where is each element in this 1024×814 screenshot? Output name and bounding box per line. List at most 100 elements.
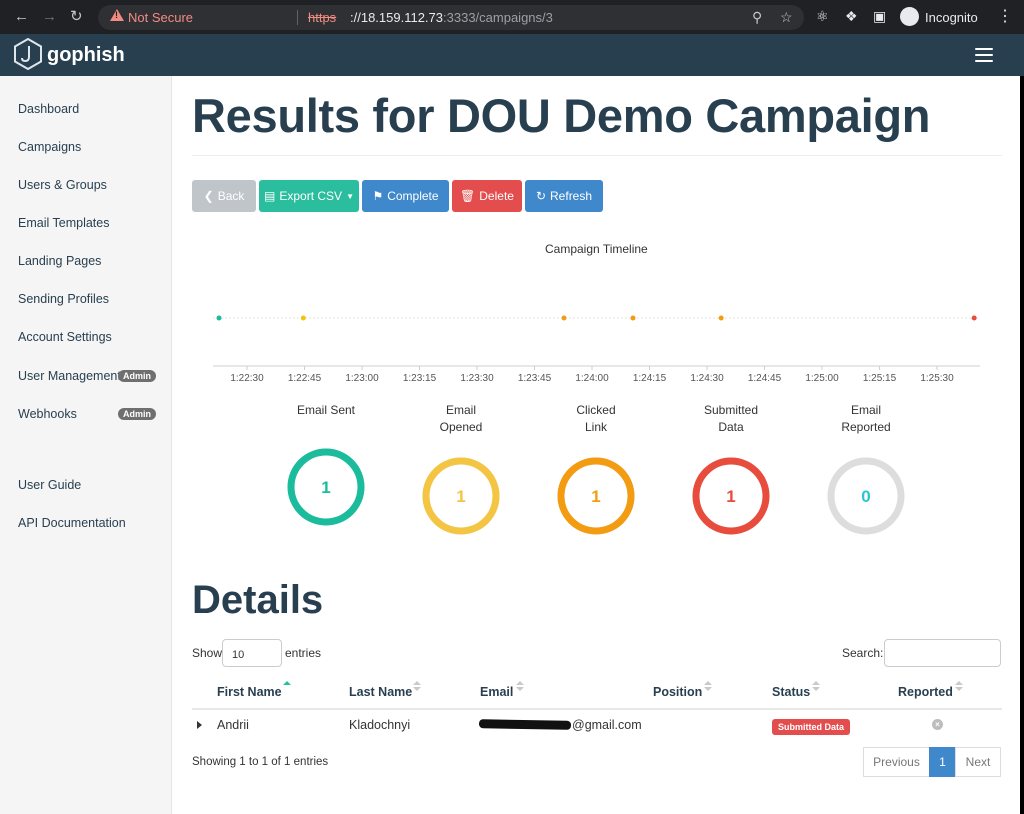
url-text: ://18.159.112.73:3333/campaigns/3 <box>350 10 553 25</box>
stat-label: Clicked Link <box>576 403 616 434</box>
campaign-timeline-chart: 1:22:30 1:22:45 1:23:00 1:23:15 1:23:30 1:23:… <box>213 315 980 384</box>
flag-checkered-icon: ⚑ <box>372 189 384 203</box>
sidebar-item-webhooks[interactable]: Webhooks <box>18 407 77 421</box>
admin-badge: Admin <box>118 370 156 382</box>
timeline-tick-label: 1:24:00 <box>575 373 609 384</box>
stat-ring-progress <box>557 457 635 535</box>
security-status[interactable]: Not Secure <box>128 10 194 25</box>
delete-button[interactable]: 🗑 Delete <box>452 180 522 212</box>
timeline-tick-label: 1:24:45 <box>748 373 782 384</box>
column-header-email[interactable]: Email <box>480 685 514 699</box>
stat-label: Email Reported <box>841 403 891 434</box>
extensions-puzzle-icon[interactable]: ❖ <box>845 8 858 24</box>
sort-icon[interactable] <box>516 681 524 693</box>
table-info: Showing 1 to 1 of 1 entries <box>192 756 329 768</box>
arrow-left-circle-icon: ❮ <box>203 189 214 203</box>
search-input[interactable] <box>884 639 1001 667</box>
page-title: Results for DOU Demo Campaign <box>192 89 931 142</box>
timeline-event-point[interactable] <box>971 315 977 321</box>
reload-icon[interactable]: ↻ <box>70 8 83 25</box>
back-button-label: Back <box>217 189 245 203</box>
timeline-event-point[interactable] <box>630 315 636 321</box>
pagination-next[interactable]: Next <box>955 747 1001 777</box>
sidebar-item-user-guide[interactable]: User Guide <box>18 478 82 492</box>
refresh-icon: ↻ <box>535 189 547 203</box>
timeline-event-point[interactable] <box>718 315 724 321</box>
entries-per-page-select[interactable]: 10 <box>222 639 282 667</box>
timeline-tick-label: 1:23:45 <box>518 373 552 384</box>
column-header-last-name[interactable]: Last Name <box>349 685 413 699</box>
back-button[interactable]: ❮ Back <box>192 180 256 212</box>
timeline-event-point[interactable] <box>300 315 306 321</box>
sidebar-item-api-documentation[interactable]: API Documentation <box>18 516 126 530</box>
timeline-tick-label: 1:25:30 <box>920 373 954 384</box>
details-title: Details <box>192 578 324 622</box>
timeline-event-point[interactable] <box>561 315 567 321</box>
sidebar-item-email-templates[interactable]: Email Templates <box>18 216 110 230</box>
timeline-tick-label: 1:23:30 <box>460 373 494 384</box>
sort-icon[interactable] <box>413 681 421 693</box>
address-bar[interactable]: Not Secure https ://18.159.112.73:3333/c… <box>98 5 804 30</box>
status-badge: Submitted Data <box>772 719 851 735</box>
pagination-previous[interactable]: Previous <box>863 747 930 777</box>
timeline-event-point[interactable] <box>216 315 222 321</box>
react-devtools-icon[interactable]: ⚛ <box>816 8 829 24</box>
sort-icon[interactable] <box>812 681 820 693</box>
column-header-position[interactable]: Position <box>653 685 703 699</box>
sidebar-item-campaigns[interactable]: Campaigns <box>18 140 82 154</box>
caret-down-icon: ▼ <box>346 191 354 201</box>
timeline-tick-label: 1:22:45 <box>288 373 322 384</box>
sidebar-item-account-settings[interactable]: Account Settings <box>18 330 112 344</box>
show-label: Show <box>192 646 223 660</box>
sort-icon[interactable] <box>704 681 712 693</box>
export-csv-button[interactable]: ▤ Export CSV ▼ <box>259 180 359 212</box>
timeline-tick-label: 1:24:15 <box>633 373 667 384</box>
forward-arrow-icon[interactable]: → <box>42 8 57 25</box>
url-scheme: https <box>308 10 337 25</box>
sidebar-item-users-groups[interactable]: Users & Groups <box>18 178 107 192</box>
column-header-first-name[interactable]: First Name <box>217 685 282 699</box>
timeline-tick-label: 1:25:00 <box>805 373 839 384</box>
bookmark-star-icon[interactable]: ☆ <box>780 9 793 25</box>
stat-value: 1 <box>591 487 600 506</box>
expand-row-icon[interactable] <box>197 721 202 729</box>
stat-ring: 1 <box>557 457 635 535</box>
cell-last-name: Kladochnyi <box>349 718 411 732</box>
side-panel-icon[interactable]: ▣ <box>873 8 887 24</box>
incognito-icon[interactable] <box>900 7 919 26</box>
column-header-status[interactable]: Status <box>772 685 811 699</box>
complete-button[interactable]: ⚑ Complete <box>362 180 449 212</box>
export-csv-label: Export CSV <box>279 189 343 203</box>
sidebar-item-landing-pages[interactable]: Landing Pages <box>18 254 102 268</box>
timeline-tick-label: 1:23:15 <box>403 373 437 384</box>
hamburger-menu-icon[interactable] <box>975 48 993 62</box>
brand-name[interactable]: gophish <box>47 44 125 66</box>
entries-label: entries <box>285 646 322 660</box>
column-header-reported[interactable]: Reported <box>898 685 953 699</box>
sidebar-item-dashboard[interactable]: Dashboard <box>18 102 80 116</box>
timeline-tick-label: 1:23:00 <box>345 373 379 384</box>
zoom-icon[interactable]: ⚲ <box>752 9 763 25</box>
stat-ring-progress <box>287 448 365 526</box>
title-divider <box>192 155 1002 156</box>
sidebar-item-user-management[interactable]: User Management <box>18 369 121 383</box>
sort-icon[interactable] <box>955 681 963 693</box>
browser-menu-icon[interactable]: ⋮ <box>997 8 1013 25</box>
profile-label[interactable]: Incognito <box>925 10 978 25</box>
timeline-title: Campaign Timeline <box>545 242 648 256</box>
refresh-button[interactable]: ↻ Refresh <box>525 180 603 212</box>
pagination-page-1[interactable]: 1 <box>929 747 956 777</box>
stat-ring: 1 <box>692 457 770 535</box>
sort-ascending-icon[interactable] <box>283 681 291 693</box>
redacted-email-scribble <box>478 719 572 730</box>
stat-value: 1 <box>726 487 735 506</box>
cell-first-name: Andrii <box>217 718 249 732</box>
table-header-divider <box>192 708 1002 710</box>
omnibox-divider <box>297 10 298 25</box>
back-arrow-icon[interactable]: ← <box>14 8 29 25</box>
file-export-icon: ▤ <box>264 189 276 203</box>
sidebar-item-sending-profiles[interactable]: Sending Profiles <box>18 292 110 306</box>
sidebar <box>0 76 172 814</box>
complete-label: Complete <box>387 189 439 203</box>
gophish-logo-icon[interactable] <box>14 38 42 70</box>
